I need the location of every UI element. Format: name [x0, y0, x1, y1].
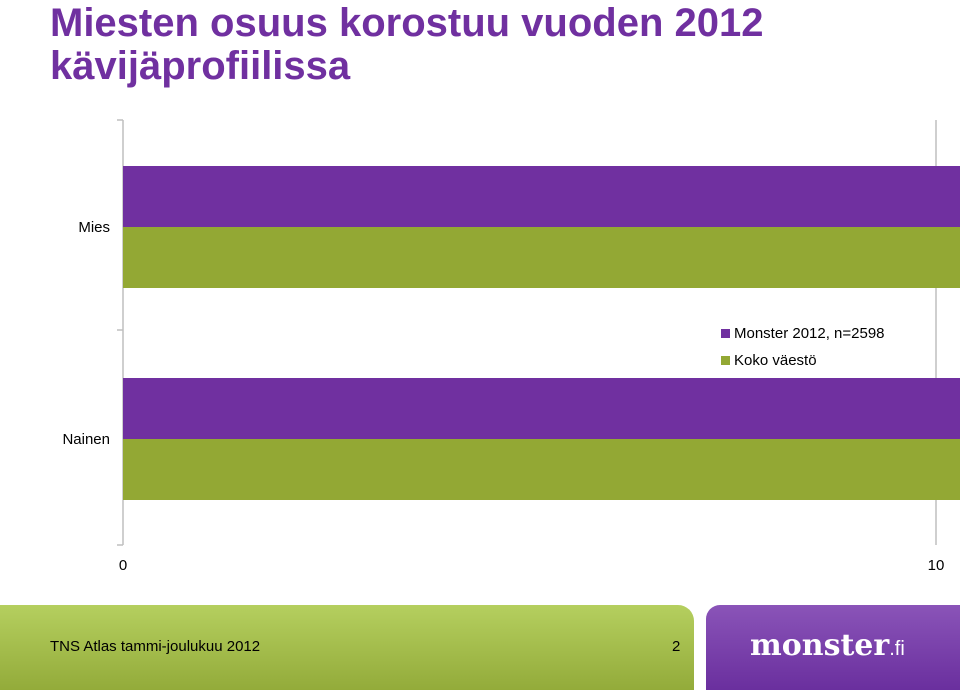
legend-label-population: Koko väestö [734, 352, 817, 369]
category-label-mies: Mies [78, 219, 110, 236]
footer-green-panel [0, 605, 694, 690]
legend-item-population: Koko väestö [721, 347, 885, 374]
logo-text: monster [750, 628, 890, 663]
bar-mies-series-0 [123, 166, 960, 227]
bar-nainen-series-1 [123, 439, 960, 500]
legend-swatch-monster [721, 329, 730, 338]
bar-nainen-series-0 [123, 378, 960, 439]
source-note: TNS Atlas tammi-joulukuu 2012 [50, 638, 261, 655]
x-tick-label-10: 10 [928, 557, 945, 574]
title-line-1: Miesten osuus korostuu vuoden 2012 [50, 1, 764, 45]
title-line-2: kävijäprofiilissa [50, 44, 351, 88]
chart-legend: Monster 2012, n=2598 Koko väestö [721, 320, 885, 374]
legend-item-monster: Monster 2012, n=2598 [721, 320, 885, 347]
page-number: 2 [672, 638, 681, 655]
monster-logo: monster.fi [750, 628, 905, 663]
legend-swatch-population [721, 356, 730, 365]
x-tick-label-0: 0 [119, 557, 127, 574]
logo-suffix: .fi [889, 638, 905, 660]
bar-mies-series-1 [123, 227, 960, 288]
footer-purple-panel [706, 605, 960, 690]
page-title: Miesten osuus korostuu vuoden 2012 kävij… [50, 2, 764, 88]
category-label-nainen: Nainen [62, 431, 110, 448]
bar-chart: 62Mies38Nainen010203040506070 [62, 119, 960, 574]
legend-label-monster: Monster 2012, n=2598 [734, 325, 885, 342]
